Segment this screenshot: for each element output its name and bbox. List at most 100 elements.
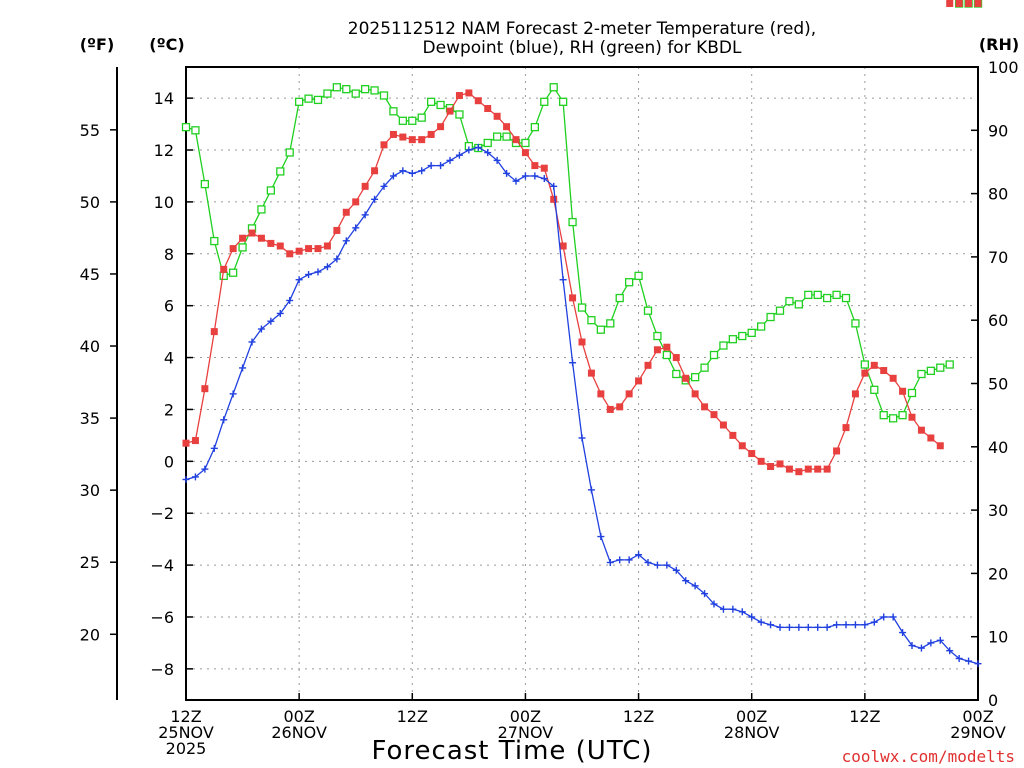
dewpoint-point [427, 162, 435, 170]
dewpoint-point [927, 639, 935, 647]
temperature-point [823, 465, 831, 473]
rh-point [634, 271, 643, 281]
temperature-series [182, 0, 982, 476]
temperature-point [455, 92, 463, 100]
dewpoint-point [974, 660, 982, 668]
dewpoint-point [380, 182, 388, 190]
rh-point [210, 236, 219, 246]
rh-point [360, 85, 370, 94]
temperature-point [333, 226, 341, 234]
celsius-tick-label: 8 [164, 245, 174, 264]
temperature-point [399, 133, 407, 141]
rh-point [502, 132, 511, 141]
rh-point [690, 373, 700, 382]
temperature-point [804, 465, 812, 473]
dewpoint-point [191, 473, 199, 481]
time-tick-label: 26NOV [271, 723, 327, 742]
dewpoint-point [833, 621, 841, 629]
dewpoint-point [861, 621, 869, 629]
dewpoint-point [503, 169, 511, 177]
dewpoint-point [785, 623, 793, 631]
rh-point [804, 290, 813, 300]
dewpoint-point [682, 577, 690, 585]
temperature-point [484, 105, 492, 113]
dewpoint-point [210, 444, 218, 452]
rh-point [917, 369, 926, 379]
temperature-point [201, 385, 209, 393]
temperature-point [663, 343, 671, 351]
grid-lines [186, 67, 978, 700]
temperature-point [606, 405, 614, 413]
dewpoint-point [776, 623, 784, 631]
temperature-point [936, 442, 944, 450]
rh-tick-label: 0 [988, 691, 998, 710]
rh-tick-label: 60 [988, 311, 1008, 330]
dewpoint-point [663, 561, 671, 569]
x-axis-title: Forecast Time (UTC) [371, 736, 652, 766]
dewpoint-point [399, 167, 407, 175]
rh-point [426, 97, 436, 106]
dewpoint-point [691, 582, 699, 590]
dewpoint-point [512, 177, 520, 185]
temperature-point [644, 361, 652, 369]
temperature-point [974, 0, 982, 7]
rh-point [530, 122, 540, 132]
rh-tick-label: 90 [988, 121, 1008, 140]
rh-point [313, 95, 323, 105]
rh-point [662, 350, 672, 360]
dewpoint-point [899, 629, 907, 637]
temperature-point [625, 390, 633, 398]
temperature-point [729, 431, 737, 439]
dewpoint-point [889, 613, 897, 621]
dewpoint-point [493, 156, 501, 164]
celsius-tick-label: −4 [150, 556, 174, 575]
celsius-tick-label: −2 [150, 504, 174, 523]
temperature-point [267, 239, 275, 247]
dewpoint-point [455, 151, 463, 159]
dewpoint-point [917, 644, 925, 652]
temperature-point [767, 463, 775, 471]
rh-point [483, 138, 492, 148]
dewpoint-point [361, 211, 369, 219]
temperature-point [927, 434, 935, 442]
rh-point [898, 410, 907, 420]
dewpoint-line [185, 146, 979, 665]
temperature-point [408, 136, 416, 144]
temperature-point [748, 450, 756, 458]
temperature-point [870, 361, 878, 369]
dewpoint-point [842, 621, 850, 629]
rh-tick-label: 20 [988, 564, 1008, 583]
temperature-point [531, 162, 539, 170]
rh-point [389, 107, 398, 116]
dewpoint-point [719, 605, 727, 613]
rh-point [606, 319, 615, 328]
dewpoint-point [371, 195, 379, 203]
rh-point [379, 91, 389, 100]
rh-point [455, 110, 464, 119]
dewpoint-point [625, 556, 633, 564]
temperature-point [503, 123, 511, 131]
temperature-point [550, 195, 558, 203]
temperature-point [776, 460, 784, 468]
temperature-point [587, 369, 595, 377]
time-tick-label: 12Z [397, 707, 428, 726]
dewpoint-point [201, 465, 209, 473]
temperature-point [851, 390, 859, 398]
temperature-point [842, 424, 850, 432]
temperature-point [710, 411, 718, 419]
dewpoint-point [257, 325, 265, 333]
temperature-point [691, 390, 699, 398]
dewpoint-point [672, 566, 680, 574]
rh-point [709, 350, 719, 360]
temperature-point [286, 250, 294, 258]
rh-point [936, 363, 945, 372]
fahrenheit-tick-label: 25 [80, 553, 100, 572]
rh-point [587, 316, 596, 325]
rh-point [926, 366, 936, 375]
temperature-point [248, 229, 256, 237]
temperature-point [305, 245, 313, 253]
temperature-point [276, 242, 284, 250]
celsius-tick-label: 4 [164, 349, 174, 368]
dewpoint-point [484, 149, 492, 157]
